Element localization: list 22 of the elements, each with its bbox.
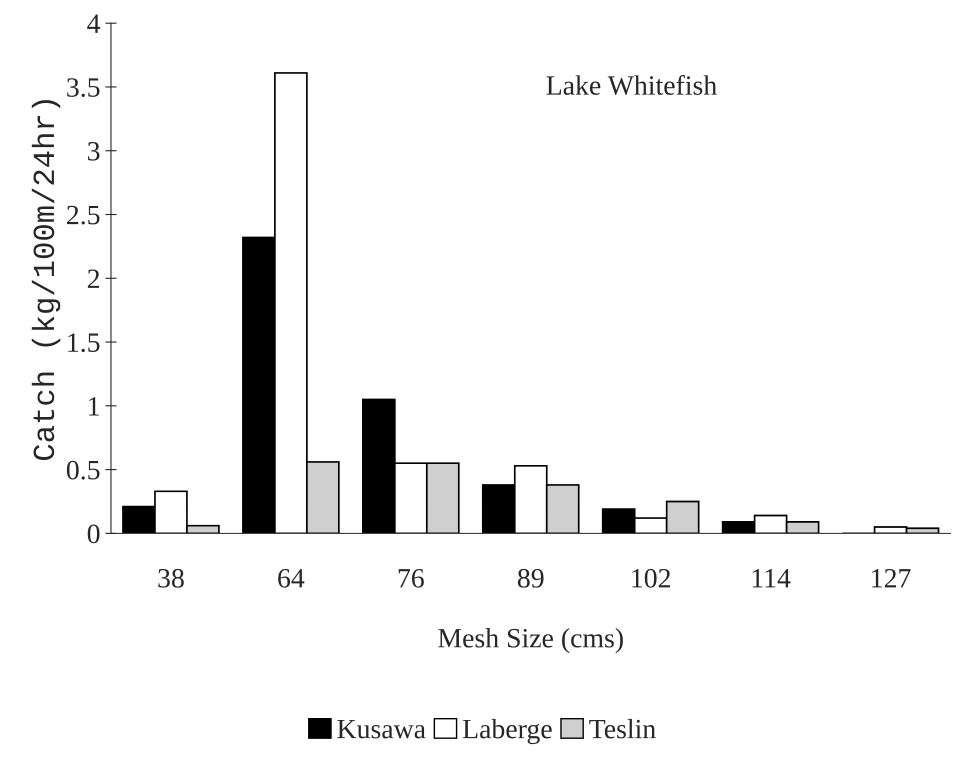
x-tick-label: 38 [158,568,184,588]
y-tick-label: 1 [89,397,99,416]
y-tick-label: 1.5 [68,333,100,352]
legend-label: Laberge [462,718,552,744]
x-tick-label: 76 [398,568,424,588]
y-tick-label: 2 [88,270,100,288]
x-tick-label: 64 [278,568,304,588]
y-tick-label: 0.5 [66,460,100,480]
annotation: Lake Whitefish [546,75,717,96]
y-tick-label: 3.5 [67,78,100,97]
x-tick-label: 102 [632,568,670,588]
y-tick-label: 2.5 [67,206,100,225]
y-tick-label: 4 [87,14,100,33]
x-tick-label: 127 [872,568,911,588]
x-tick-label: 89 [518,568,544,588]
legend-label: Teslin [589,718,656,738]
y-tick-label: 3 [88,142,100,161]
y-axis-title: Catch (kg/100m/24hr) [32,100,60,460]
x-tick-label: 114 [752,569,790,588]
legend-label: Kusawa [337,720,426,738]
x-axis-title: Mesh Size (cms) [438,628,623,654]
y-tick-label: 0 [88,524,100,544]
